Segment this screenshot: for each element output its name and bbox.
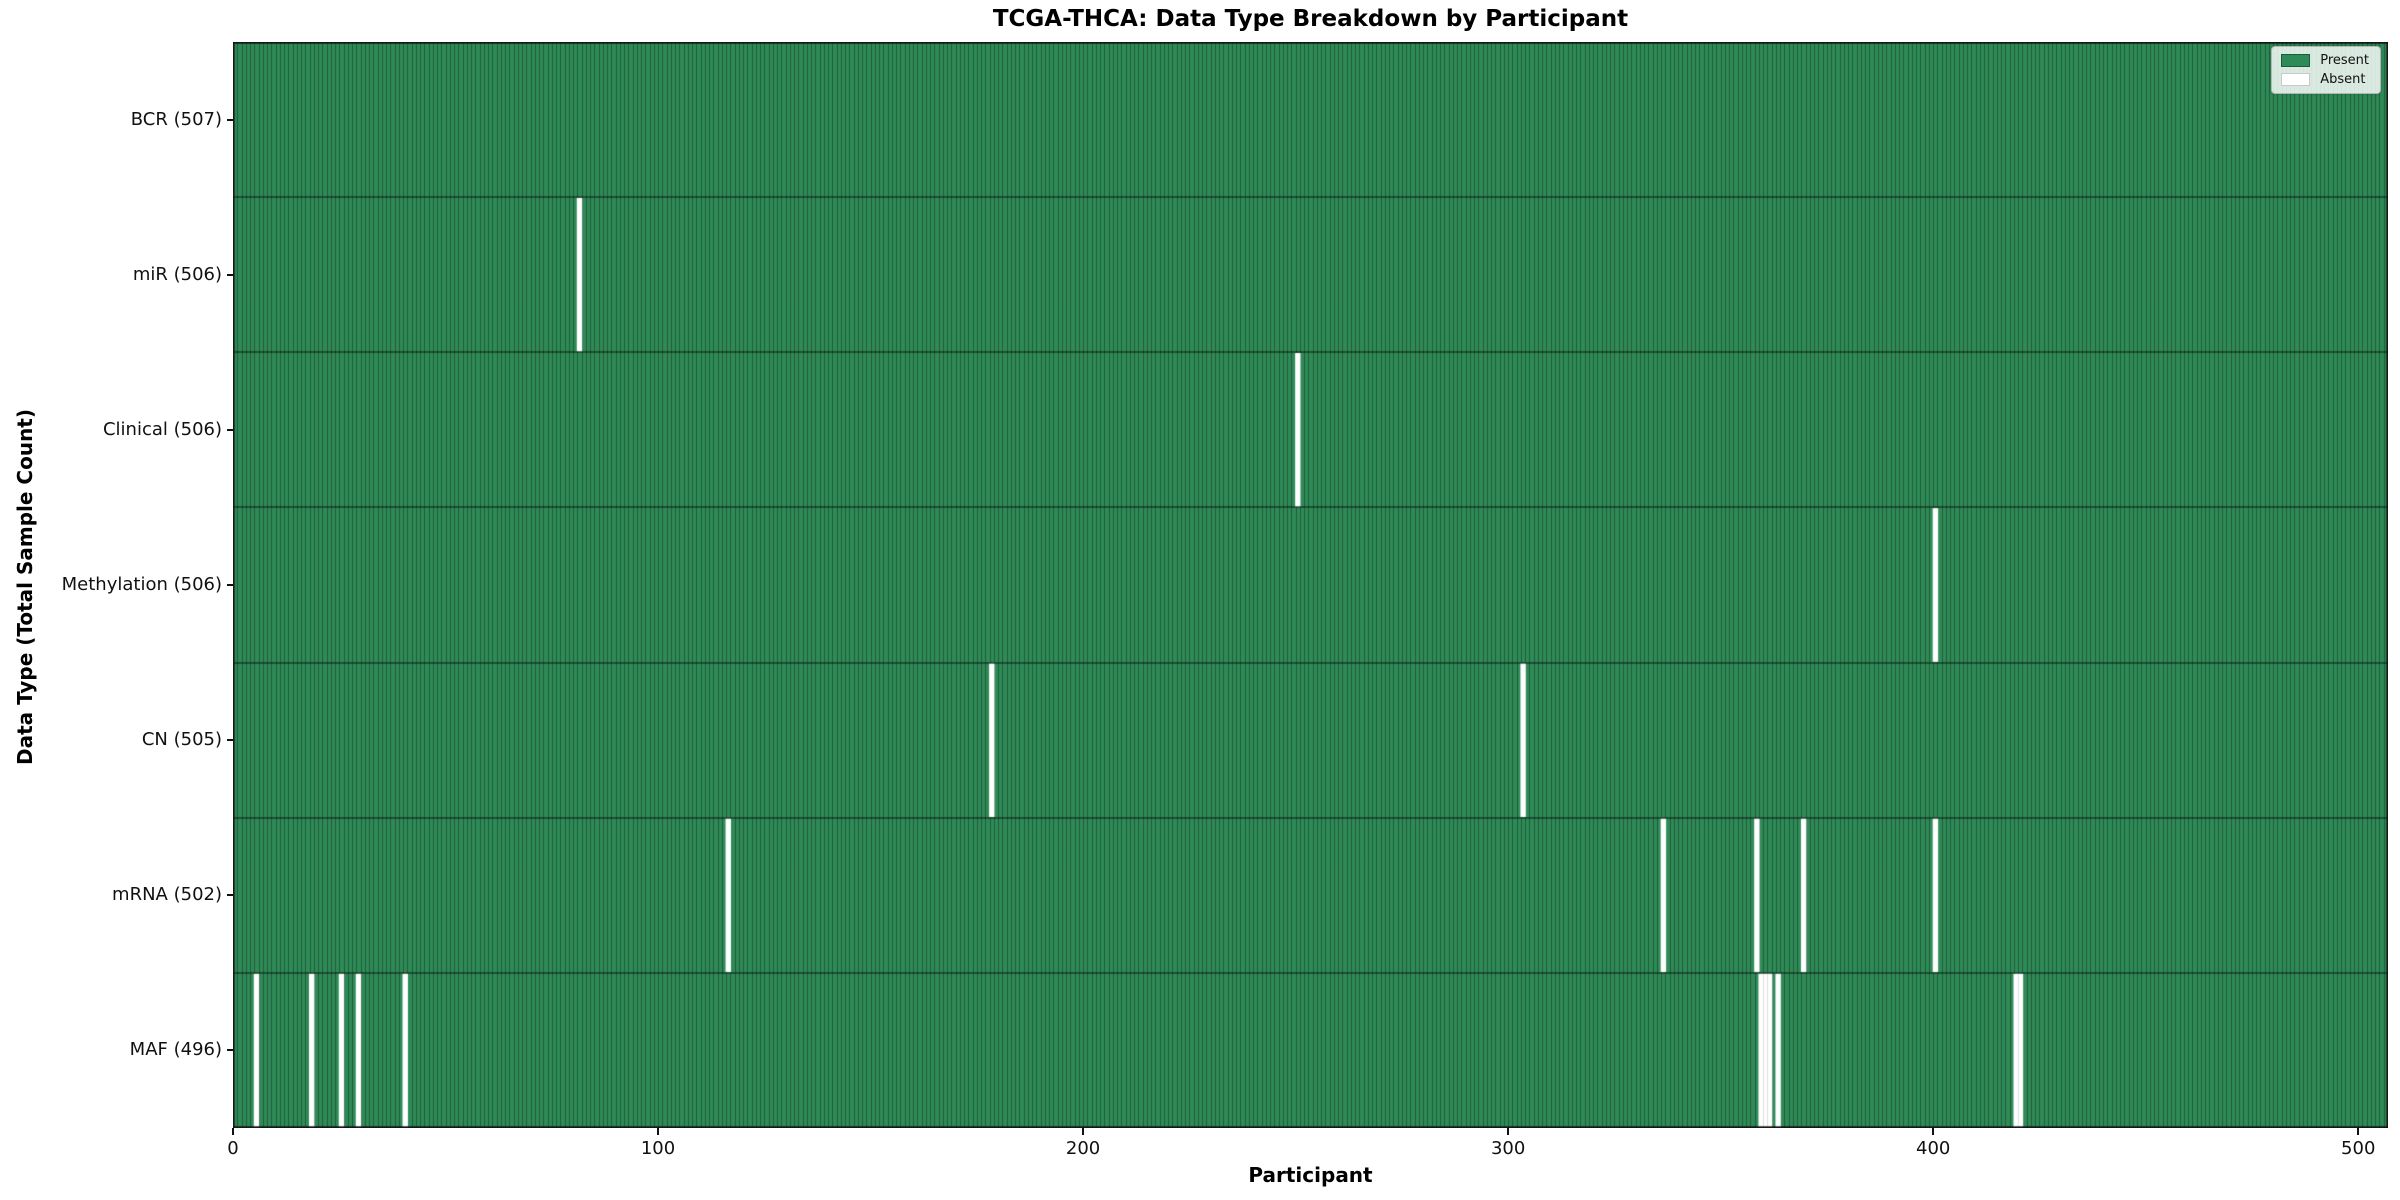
y-tick-label: mRNA (502) — [112, 884, 222, 906]
y-tick-label: miR (506) — [132, 263, 222, 285]
absent-swatch-icon — [2281, 73, 2311, 86]
x-tick-mark — [2357, 1128, 2360, 1135]
legend: Present Absent — [2271, 46, 2381, 94]
heatmap-canvas — [233, 42, 2388, 1128]
y-tick-label: Methylation (506) — [61, 574, 222, 595]
y-tick-mark — [227, 118, 233, 121]
x-tick-mark — [232, 1128, 234, 1135]
y-tick-mark — [227, 428, 233, 431]
x-tick-mark — [1932, 1128, 1935, 1135]
y-tick-mark — [227, 739, 233, 742]
present-swatch-icon — [2281, 54, 2311, 67]
legend-label-absent: Absent — [2320, 72, 2366, 87]
x-tick-label: 100 — [640, 1138, 676, 1159]
chart-title: TCGA-THCA: Data Type Breakdown by Partic… — [992, 6, 1629, 32]
x-tick-label: 0 — [227, 1138, 239, 1159]
y-tick-label: CN (505) — [141, 729, 222, 751]
x-tick-label: 200 — [1065, 1138, 1101, 1159]
y-tick-mark — [227, 584, 233, 586]
x-axis-label: Participant — [1248, 1163, 1373, 1187]
y-tick-label: MAF (496) — [129, 1039, 222, 1061]
heatmap-plot: Present Absent — [233, 42, 2388, 1128]
x-tick-mark — [657, 1128, 660, 1135]
legend-label-present: Present — [2320, 53, 2369, 68]
y-tick-mark — [227, 1049, 233, 1052]
x-tick-mark — [1082, 1128, 1085, 1135]
y-tick-mark — [227, 273, 233, 276]
x-tick-label: 500 — [2341, 1138, 2376, 1159]
y-tick-label: BCR (507) — [130, 108, 222, 130]
legend-item-present: Present — [2281, 54, 2369, 67]
x-tick-label: 300 — [1490, 1138, 1526, 1159]
legend-item-absent: Absent — [2281, 73, 2369, 86]
y-tick-mark — [227, 894, 233, 897]
x-tick-label: 400 — [1916, 1138, 1951, 1159]
x-tick-mark — [1507, 1128, 1510, 1135]
y-tick-label: Clinical (506) — [102, 418, 222, 440]
